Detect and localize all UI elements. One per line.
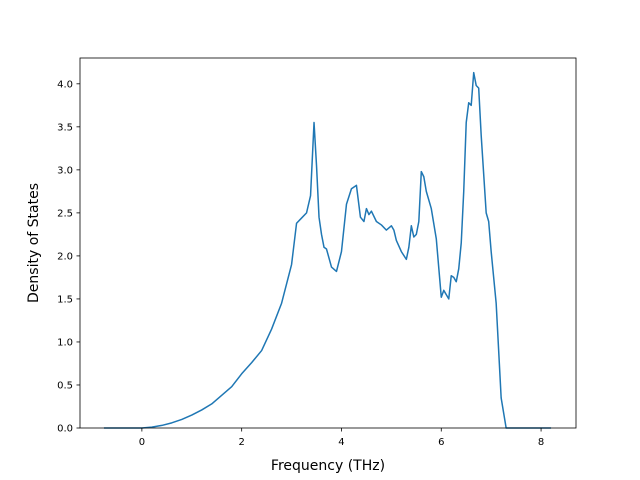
y-tick-label: 2.0 — [57, 251, 73, 262]
x-tick-label: 0 — [139, 437, 145, 448]
axes-frame — [79, 57, 577, 429]
x-axis-ticks: 0 2 4 6 8 — [139, 428, 544, 448]
y-tick-label: 1.0 — [57, 337, 73, 348]
plot-area — [103, 71, 552, 429]
y-axis-ticks: 0.0 0.5 1.0 1.5 2.0 2.5 3.0 3.5 4.0 — [57, 79, 80, 435]
y-tick-label: 3.5 — [57, 122, 73, 133]
x-tick-label: 2 — [238, 437, 244, 448]
y-tick-label: 0.5 — [57, 380, 73, 391]
y-tick-label: 1.5 — [57, 294, 73, 305]
x-tick-label: 8 — [538, 437, 544, 448]
x-tick-label: 6 — [438, 437, 444, 448]
x-tick-label: 4 — [338, 437, 344, 448]
y-tick-label: 4.0 — [57, 79, 73, 90]
y-tick-label: 2.5 — [57, 208, 73, 219]
y-tick-label: 3.0 — [57, 165, 73, 176]
y-axis-label: Density of States — [26, 183, 42, 303]
x-axis-label: Frequency (THz) — [271, 458, 385, 474]
dos-series-line-0 — [103, 71, 552, 429]
y-tick-label: 0.0 — [57, 424, 73, 435]
